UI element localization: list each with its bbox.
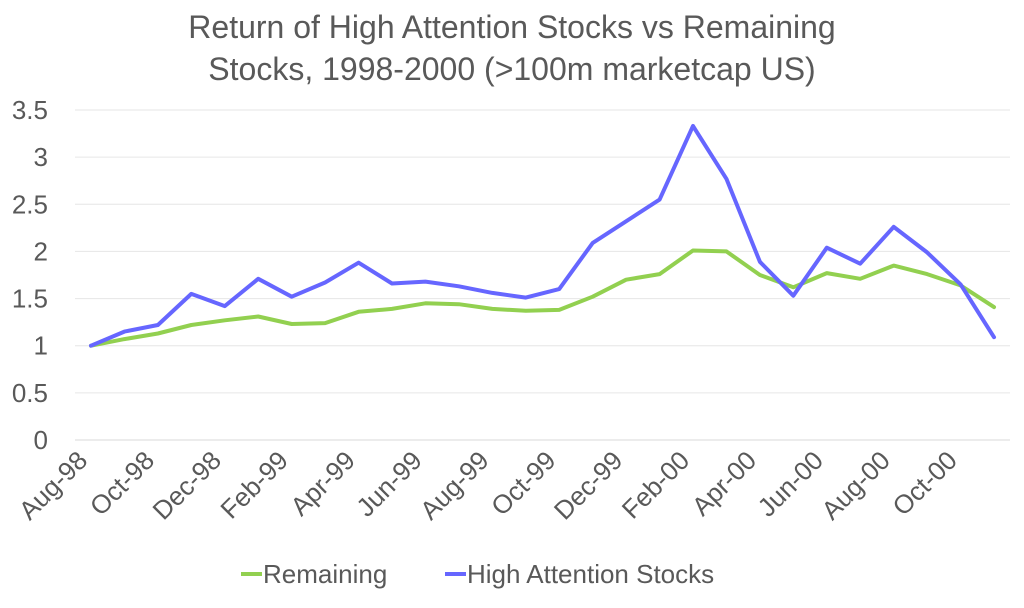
series-lines — [89, 124, 996, 348]
chart-title-line-1: Return of High Attention Stocks vs Remai… — [188, 9, 835, 45]
x-tick-label: Oct-99 — [485, 445, 561, 521]
x-axis-tick-labels: Aug-98Oct-98Dec-98Feb-99Apr-99Jun-99Aug-… — [13, 445, 963, 525]
x-tick-label: Oct-98 — [84, 445, 160, 521]
x-tick-label: Dec-99 — [548, 445, 628, 525]
y-tick-label: 2.5 — [12, 189, 48, 219]
x-tick-label: Apr-99 — [284, 445, 360, 521]
x-tick-label: Aug-98 — [13, 445, 93, 525]
y-axis-tick-labels: 0 0.5 1 1.5 2 2.5 3 3.5 — [12, 95, 48, 455]
gridlines — [75, 109, 1010, 441]
legend-label: High Attention Stocks — [467, 559, 714, 589]
series-line-remaining — [89, 248, 996, 348]
x-tick-label: Jun-99 — [350, 445, 427, 522]
legend-label: Remaining — [263, 559, 387, 589]
x-tick-label: Aug-99 — [414, 445, 494, 525]
y-tick-label: 1 — [34, 331, 48, 361]
x-tick-label: Oct-00 — [886, 445, 962, 521]
x-tick-label: Dec-98 — [147, 445, 227, 525]
y-tick-label: 0 — [34, 425, 48, 455]
chart-title: Return of High Attention Stocks vs Remai… — [188, 9, 835, 87]
y-tick-label: 1.5 — [12, 284, 48, 314]
y-tick-label: 2 — [34, 236, 48, 266]
y-tick-label: 0.5 — [12, 378, 48, 408]
x-tick-label: Feb-00 — [616, 445, 695, 524]
x-tick-label: Jun-00 — [752, 445, 829, 522]
series-line-high-attention-stocks — [89, 124, 996, 348]
x-tick-label: Aug-00 — [815, 445, 895, 525]
chart-title-line-2: Stocks, 1998-2000 (>100m marketcap US) — [208, 51, 815, 87]
legend: Remaining High Attention Stocks — [241, 559, 714, 589]
y-tick-label: 3 — [34, 142, 48, 172]
x-tick-label: Feb-99 — [214, 445, 293, 524]
y-tick-label: 3.5 — [12, 95, 48, 125]
x-tick-label: Apr-00 — [686, 445, 762, 521]
